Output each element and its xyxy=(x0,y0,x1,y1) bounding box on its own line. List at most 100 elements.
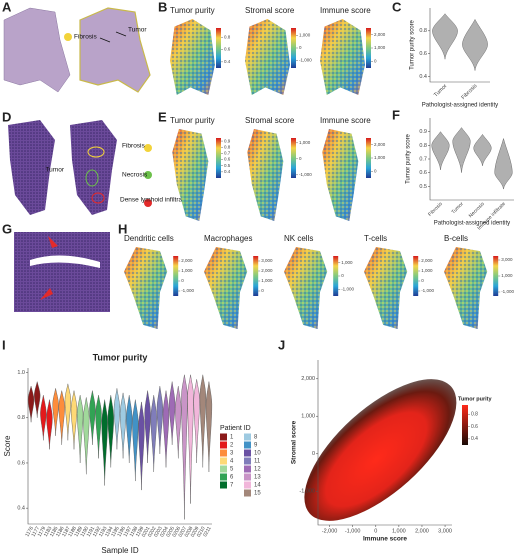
colorbar-tick-label: 1,000 xyxy=(261,278,273,283)
x-tick-label: 1183 xyxy=(43,525,54,538)
y-tick-label: 0.4 xyxy=(419,74,427,80)
map-title: NK cells xyxy=(284,234,313,243)
panel-label: C xyxy=(392,0,402,14)
violin xyxy=(95,395,102,459)
x-tick-label: 0201 xyxy=(141,525,152,538)
colorbar-tick-label: 0.6 xyxy=(224,157,231,162)
violin xyxy=(70,390,78,450)
score-map-texture xyxy=(247,129,284,221)
y-axis-label: Tumor purity score xyxy=(406,133,412,183)
point-cloud xyxy=(304,379,457,521)
arrow xyxy=(40,288,53,300)
colorbar-tick-label: 0.6 xyxy=(471,424,478,430)
colorbar-tick-label: 0.8 xyxy=(224,34,231,39)
x-tick-label: 1,000 xyxy=(392,528,406,534)
colorbar-tick-label: 0 xyxy=(374,59,377,64)
colorbar-tick-label: -1,000 xyxy=(299,172,312,177)
colorbar xyxy=(366,138,371,178)
x-tick-label: 1198 xyxy=(129,525,140,538)
x-axis-label: Pathologist-assigned identity xyxy=(434,221,510,227)
annotation: Tumor xyxy=(128,27,147,34)
legend-swatch xyxy=(244,473,251,481)
x-tick-label: 1187 xyxy=(61,525,72,538)
y-tick-label: 0.5 xyxy=(419,184,427,190)
marker xyxy=(144,144,152,152)
legend-label: 13 xyxy=(254,475,261,481)
tissue-gap xyxy=(30,255,100,268)
colorbar-tick-label: -1,000 xyxy=(341,287,354,292)
legend-title: Patient ID xyxy=(220,425,251,432)
arrow xyxy=(48,236,58,248)
y-axis-label: Score xyxy=(3,435,12,456)
violin xyxy=(46,399,53,450)
x-axis-label: Pathologist-assigned identity xyxy=(422,103,498,109)
violin xyxy=(83,397,90,475)
violin xyxy=(156,386,164,454)
colorbar-tick-label: 2,000 xyxy=(181,258,193,263)
colorbar-tick-label: 1,000 xyxy=(181,268,193,273)
legend-swatch xyxy=(220,433,227,441)
x-tick-label: 0 xyxy=(374,528,377,534)
violin xyxy=(205,381,213,473)
map-title: Macrophages xyxy=(204,234,252,243)
panel-label: B xyxy=(158,0,167,14)
x-tick-label: Fibrosis xyxy=(427,201,444,218)
x-tick-label: 1191 xyxy=(86,525,97,538)
colorbar-tick-label: 0.5 xyxy=(224,163,231,168)
score-map-texture xyxy=(170,19,215,95)
violin xyxy=(27,386,35,423)
violin xyxy=(138,401,145,491)
violin xyxy=(144,390,151,463)
violin xyxy=(187,374,194,504)
colorbar-tick-label: 1,000 xyxy=(341,260,353,265)
colorbar xyxy=(462,405,468,445)
annotation: Fibrosis xyxy=(122,143,146,150)
colorbar-tick-label: 1,000 xyxy=(374,45,386,50)
colorbar-tick-label: 3,000 xyxy=(261,258,273,263)
map-title: B-cells xyxy=(444,234,468,243)
annotation: Dense lymhoid infiltrate xyxy=(120,197,188,204)
legend-swatch xyxy=(220,481,227,489)
marker xyxy=(144,171,152,179)
score-map-texture xyxy=(364,247,408,329)
x-axis-label: Sample ID xyxy=(101,546,139,554)
marker xyxy=(64,33,72,41)
violin xyxy=(89,390,96,445)
x-tick-label: 1179 xyxy=(37,525,48,538)
y-tick-label: 1,000 xyxy=(301,414,315,420)
colorbar xyxy=(173,256,179,296)
tissue-image xyxy=(3,7,71,93)
legend-label: 4 xyxy=(230,459,234,465)
legend-swatch xyxy=(244,465,251,473)
colorbar xyxy=(413,256,419,296)
score-map-texture xyxy=(444,247,488,329)
legend-label: 8 xyxy=(254,435,258,441)
legend-label: 14 xyxy=(254,483,261,489)
colorbar-tick-label: 0.8 xyxy=(471,412,478,418)
y-tick-label: 0.6 xyxy=(17,460,25,466)
score-map-texture xyxy=(124,247,168,329)
x-tick-label: 1196 xyxy=(116,525,127,538)
legend-swatch xyxy=(220,473,227,481)
x-tick-label: 1195 xyxy=(110,525,121,538)
colorbar-tick-label: 0 xyxy=(181,278,184,283)
colorbar-tick-label: 0.4 xyxy=(471,436,478,442)
colorbar xyxy=(253,256,259,296)
x-tick-label: 0203 xyxy=(153,525,164,538)
x-tick-label: 1185 xyxy=(49,525,60,538)
x-tick-label: 1190 xyxy=(80,525,91,538)
legend-label: 12 xyxy=(254,467,261,473)
x-tick-label: 3,000 xyxy=(438,528,452,534)
colorbar-tick-label: 0.4 xyxy=(224,59,231,64)
x-tick-label: -1,000 xyxy=(345,528,361,534)
legend-label: 2 xyxy=(230,443,234,449)
violin xyxy=(119,392,127,459)
y-tick-label: 0.9 xyxy=(419,129,427,135)
violin xyxy=(64,383,72,441)
violin xyxy=(181,374,188,520)
legend-swatch xyxy=(244,441,251,449)
colorbar xyxy=(493,256,499,296)
x-tick-label: 0210 xyxy=(196,525,207,538)
colorbar xyxy=(216,138,221,178)
